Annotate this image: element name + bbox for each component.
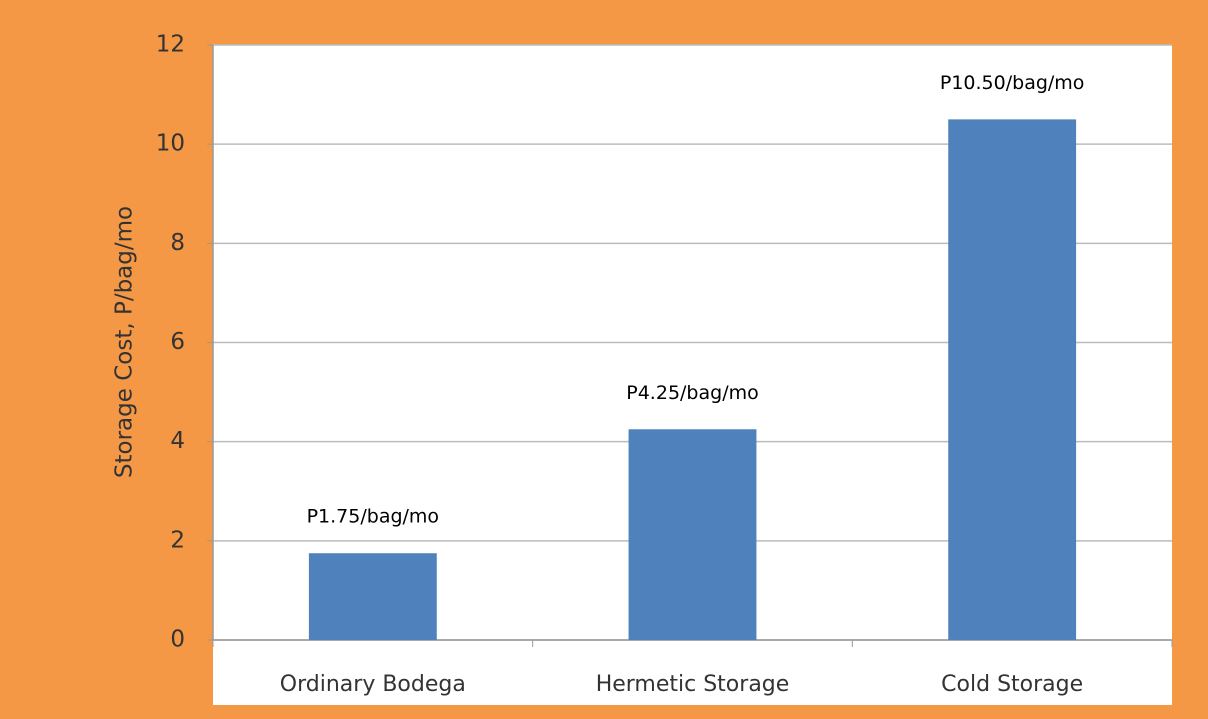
value-label: P10.50/bag/mo xyxy=(940,72,1085,94)
y-tick-label: 12 xyxy=(156,32,185,58)
value-label: P1.75/bag/mo xyxy=(307,506,439,528)
y-tick-label: 8 xyxy=(170,230,185,256)
x-tick-label: Ordinary Bodega xyxy=(280,672,466,697)
y-tick-label: 6 xyxy=(170,329,185,355)
y-tick-label: 0 xyxy=(170,627,185,653)
value-label: P4.25/bag/mo xyxy=(626,382,758,404)
x-tick-label: Cold Storage xyxy=(941,672,1083,697)
bar xyxy=(628,429,757,640)
bar xyxy=(308,553,437,640)
x-tick-label: Hermetic Storage xyxy=(596,672,790,697)
y-axis-title: Storage Cost, P/bag/mo xyxy=(112,206,138,478)
bar xyxy=(948,119,1077,640)
y-tick-label: 4 xyxy=(170,428,185,454)
y-tick-label: 2 xyxy=(170,527,185,553)
y-tick-label: 10 xyxy=(156,131,185,157)
